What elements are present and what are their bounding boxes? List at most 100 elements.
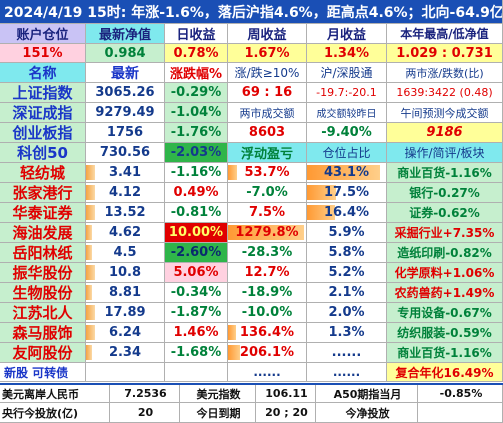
compound-annual-return: 复合年化16.49% <box>387 363 503 382</box>
holding-pnl-cell: -18.9% <box>228 283 307 303</box>
pnl-bar <box>228 225 304 240</box>
year-high-low-value: 1.029 : 0.731 <box>387 44 503 63</box>
price-bar <box>86 165 95 180</box>
holding-price: 4.12 <box>108 185 142 200</box>
usd-cnh-label: 美元离岸人民币 <box>0 385 110 403</box>
holding-price: 2.34 <box>108 345 142 360</box>
holding-price-cell: 17.89 <box>86 303 165 323</box>
holding-pnl-cell: 206.1% <box>228 343 307 363</box>
holding-note: 采掘行业+7.35% <box>387 223 503 243</box>
holding-row: 友阿股份 2.34 -1.68% 206.1%...... 商业百货-1.16% <box>0 343 503 363</box>
holding-name: 华泰证券 <box>0 203 86 223</box>
position-weight-header: 仓位占比 <box>307 143 387 163</box>
dxy-value: 106.11 <box>256 385 316 403</box>
holding-row: 振华股份 10.8 5.06% 12.7% 5.2% 化学原料+1.06% <box>0 263 503 283</box>
holding-change: -0.81% <box>165 203 228 223</box>
index-name: 科创50 <box>0 143 86 163</box>
holding-pnl: 12.7% <box>244 265 290 280</box>
holding-change: -1.16% <box>165 163 228 183</box>
holding-change: 5.06% <box>165 263 228 283</box>
holding-price: 6.24 <box>108 325 142 340</box>
price-bar <box>86 225 92 240</box>
limit-count-header: 涨/跌≥10% <box>228 63 307 83</box>
weekly-return-header: 周收益 <box>228 24 307 44</box>
operation-note-header: 操作/简评/板块 <box>387 143 503 163</box>
holding-pnl-cell: 136.4% <box>228 323 307 343</box>
holding-price: 17.89 <box>104 305 146 320</box>
holding-pos: 17.5% <box>323 185 370 200</box>
holding-row: 轻纺城 3.41 -1.16% 53.7% 43.1% 商业百货-1.16% <box>0 163 503 183</box>
holding-price: 8.81 <box>108 285 142 300</box>
empty-cell <box>165 363 228 382</box>
holding-name: 生物股份 <box>0 283 86 303</box>
northbound-header: 沪/深股通 <box>307 63 387 83</box>
index-row-sz: 深证成指 9279.49 -1.04% 两市成交额 成交额较昨日 午间预测今成交… <box>0 103 503 123</box>
holding-pos-cell: 43.1% <box>307 163 387 183</box>
holding-row: 张家港行 4.12 0.49% -7.0% 17.5% 银行-0.27% <box>0 183 503 203</box>
net-injection-label: 今净投放 <box>316 403 418 423</box>
position-bar <box>307 165 380 180</box>
pboc-injection-label: 央行今投放(亿) <box>0 403 110 423</box>
holding-pnl: 53.7% <box>244 165 290 180</box>
holding-pos-cell: 5.9% <box>307 223 387 243</box>
holding-price-cell: 4.62 <box>86 223 165 243</box>
breadth-value: 1639:3422 (0.48) <box>387 83 503 103</box>
holding-pnl-cell: -28.3% <box>228 243 307 263</box>
holding-row: 江苏北人 17.89 -1.87% -10.0% 2.0% 专用设备-0.67% <box>0 303 503 323</box>
maturity-label: 今日到期 <box>180 403 256 423</box>
holding-price-cell: 13.52 <box>86 203 165 223</box>
holding-row: 生物股份 8.81 -0.34% -18.9% 2.1% 农药兽药+1.49% <box>0 283 503 303</box>
breadth-header: 两市涨/跌数(比) <box>387 63 503 83</box>
footer-row-pboc: 央行今投放(亿) 20 今日到期 20 ; 20 今净投放 <box>0 403 503 423</box>
holding-price: 13.52 <box>104 205 146 220</box>
index-change: -2.03% <box>165 143 228 163</box>
dxy-label: 美元指数 <box>180 385 256 403</box>
holding-name: 轻纺城 <box>0 163 86 183</box>
turnover-change-value: -9.40% <box>307 123 387 143</box>
pnl-bar <box>228 165 237 180</box>
monthly-return-header: 月收益 <box>307 24 387 44</box>
holding-price: 4.5 <box>113 245 137 260</box>
holding-price-cell: 2.34 <box>86 343 165 363</box>
holding-price-cell: 8.81 <box>86 283 165 303</box>
holding-pnl: 136.4% <box>239 325 295 340</box>
holding-note: 商业百货-1.16% <box>387 163 503 183</box>
pboc-injection-value: 20 <box>110 403 180 423</box>
new-share-label: 新股 可转债 <box>0 363 86 382</box>
price-bar <box>86 345 92 360</box>
name-header: 名称 <box>0 63 86 83</box>
holding-pos: 43.1% <box>323 165 370 180</box>
holding-pnl-cell: 53.7% <box>228 163 307 183</box>
monthly-return-value: 1.34% <box>307 44 387 63</box>
holding-change: 10.00% <box>165 223 228 243</box>
index-name: 深证成指 <box>0 103 86 123</box>
holding-pos-cell: 1.3% <box>307 323 387 343</box>
index-change: -0.29% <box>165 83 228 103</box>
holding-name: 森马服饰 <box>0 323 86 343</box>
holding-price: 10.8 <box>108 265 142 280</box>
weekly-return-value: 1.67% <box>228 44 307 63</box>
holding-note: 造纸印刷-0.82% <box>387 243 503 263</box>
latest-nav-header: 最新净值 <box>86 24 165 44</box>
index-price: 9279.49 <box>86 103 165 123</box>
usd-cnh-value: 7.2536 <box>110 385 180 403</box>
holding-pos: 1.3% <box>328 325 365 340</box>
holding-price-cell: 4.5 <box>86 243 165 263</box>
new-share-pos: ...... <box>307 363 387 382</box>
holding-pnl: 7.5% <box>248 205 286 220</box>
price-bar <box>86 265 95 280</box>
holding-pnl: 206.1% <box>239 345 295 360</box>
latest-header: 最新 <box>86 63 165 83</box>
holding-pos-cell: 2.1% <box>307 283 387 303</box>
holding-pnl-cell: 12.7% <box>228 263 307 283</box>
year-high-low-header: 本年最高/低净值 <box>387 24 503 44</box>
turnover-header: 两市成交额 <box>228 103 307 123</box>
price-bar <box>86 305 95 320</box>
holding-price-cell: 6.24 <box>86 323 165 343</box>
holding-note: 商业百货-1.16% <box>387 343 503 363</box>
new-share-row: 新股 可转债 ...... ...... 复合年化16.49% <box>0 363 503 382</box>
new-share-pnl: ...... <box>228 363 307 382</box>
holding-price: 3.41 <box>108 165 142 180</box>
daily-return-header: 日收益 <box>165 24 228 44</box>
